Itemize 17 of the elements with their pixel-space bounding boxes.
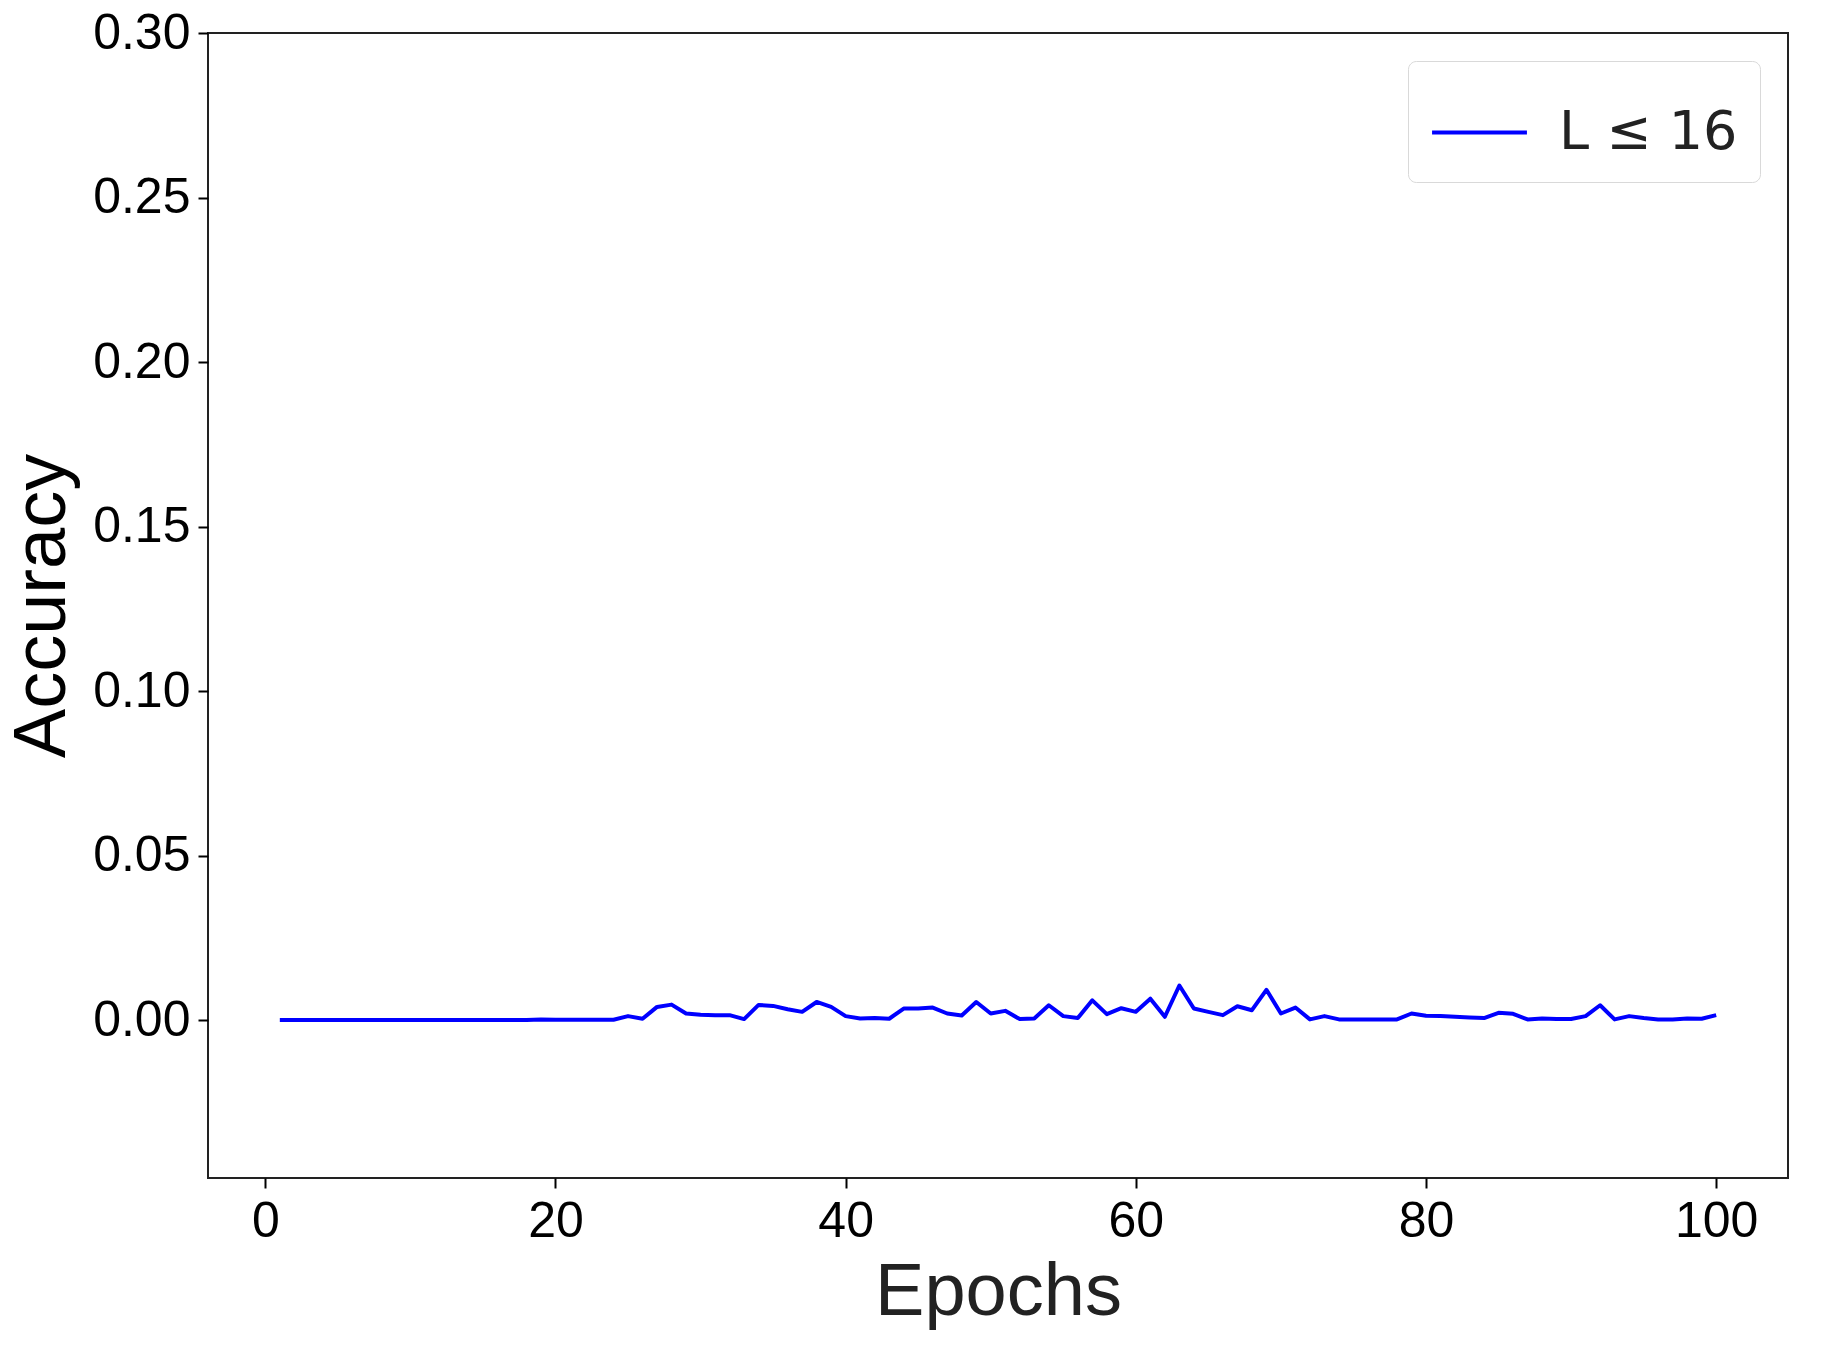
x-tick-label: 100: [1674, 1191, 1759, 1248]
y-tick-label: 0.25: [93, 168, 191, 225]
line-series: [277, 983, 1719, 1023]
legend-label: L ≤ 16: [1559, 98, 1738, 162]
y-tick-label: 0.05: [93, 826, 191, 883]
y-tick-label: 0.15: [93, 497, 191, 554]
x-tick-label: 60: [1108, 1191, 1165, 1248]
y-axis-title: Accuracy: [0, 453, 82, 759]
y-tick-label: 0.00: [93, 990, 191, 1047]
x-axis-title: Epochs: [875, 1247, 1122, 1331]
x-tick-label: 0: [251, 1191, 280, 1248]
y-tick-label: 0.20: [93, 332, 191, 389]
y-tick-label: 0.30: [93, 3, 191, 60]
x-tick-label: 40: [818, 1191, 874, 1248]
x-tick-label: 20: [528, 1191, 584, 1248]
x-tick-label: 80: [1398, 1191, 1455, 1248]
y-tick-label: 0.10: [93, 661, 191, 718]
